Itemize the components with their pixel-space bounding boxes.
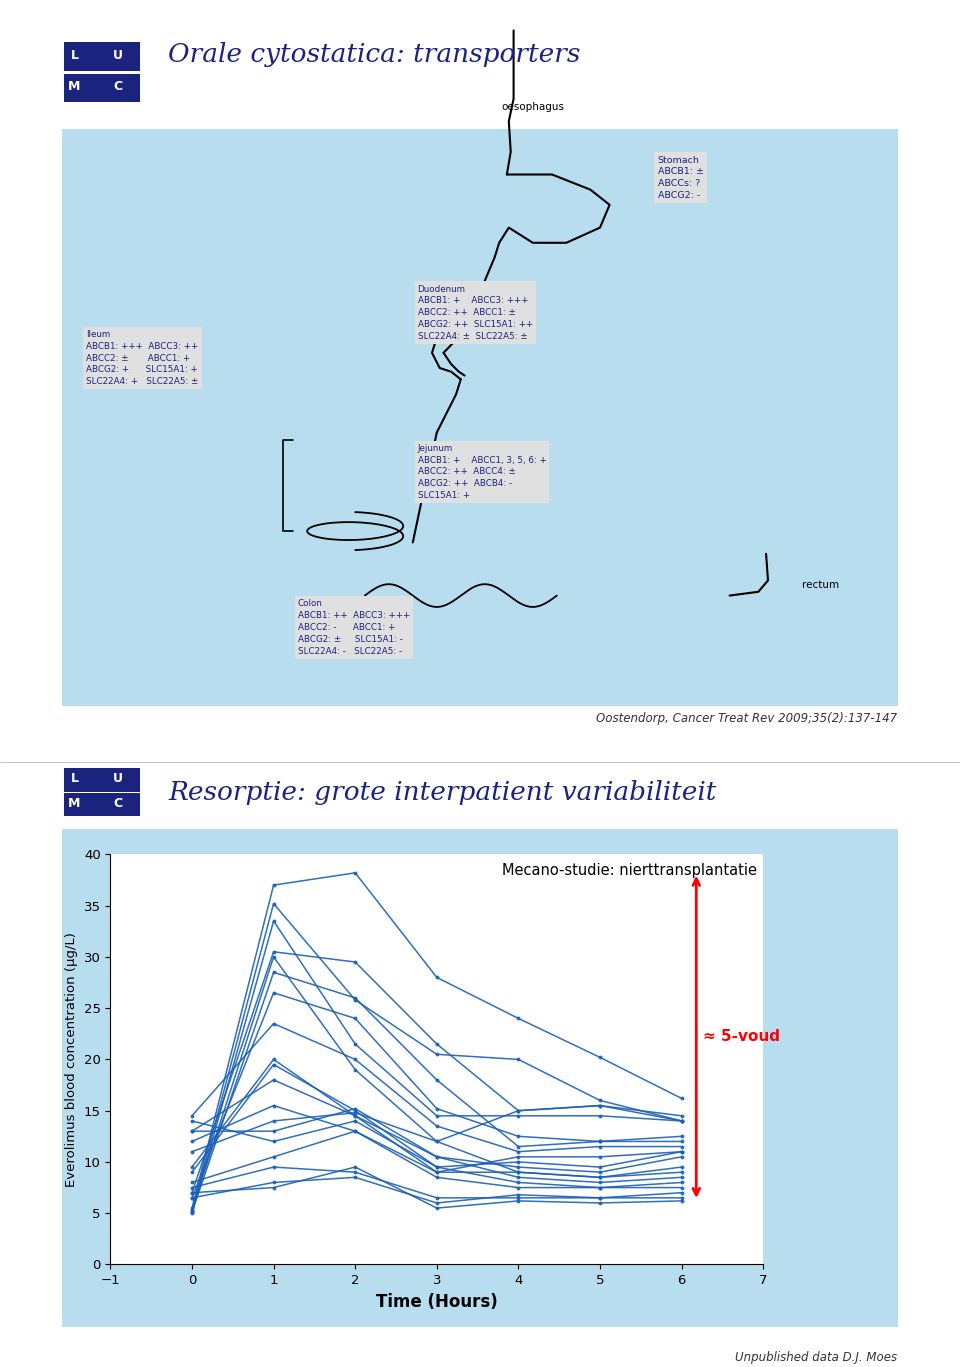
Text: Colon
ABCB1: ++  ABCC3: +++
ABCC2: -      ABCC1: +
ABCG2: ±     SLC15A1: -
SLC22: Colon ABCB1: ++ ABCC3: +++ ABCC2: - ABCC…	[298, 599, 410, 656]
Text: oesophagus: oesophagus	[501, 103, 564, 112]
Text: C: C	[113, 81, 123, 93]
Text: M: M	[68, 81, 81, 93]
Text: Oostendorp, Cancer Treat Rev 2009;35(2):137-147: Oostendorp, Cancer Treat Rev 2009;35(2):…	[596, 712, 898, 725]
Text: Duodenum
ABCB1: +    ABCC3: +++
ABCC2: ++  ABCC1: ±
ABCG2: ++  SLC15A1: ++
SLC22: Duodenum ABCB1: + ABCC3: +++ ABCC2: ++ A…	[418, 284, 533, 340]
Text: Stomach
ABCB1: ±
ABCCs: ?
ABCG2: -: Stomach ABCB1: ± ABCCs: ? ABCG2: -	[658, 156, 704, 200]
Text: Mecano-studie: nierttransplantatie: Mecano-studie: nierttransplantatie	[502, 863, 756, 878]
Text: M: M	[68, 797, 81, 811]
FancyBboxPatch shape	[64, 42, 140, 71]
Text: Resorptie: grote interpatient variabiliteit: Resorptie: grote interpatient variabilit…	[168, 781, 716, 805]
Text: ≈ 5-voud: ≈ 5-voud	[703, 1029, 780, 1044]
Text: L: L	[70, 49, 79, 62]
Text: rectum: rectum	[802, 581, 839, 591]
Text: C: C	[113, 797, 123, 811]
Text: Orale cytostatica: transporters: Orale cytostatica: transporters	[168, 42, 581, 67]
X-axis label: Time (Hours): Time (Hours)	[376, 1293, 497, 1311]
Text: Ileum
ABCB1: +++  ABCC3: ++
ABCC2: ±       ABCC1: +
ABCG2: +      SLC15A1: +
SLC: Ileum ABCB1: +++ ABCC3: ++ ABCC2: ± ABCC…	[86, 329, 199, 387]
Text: U: U	[113, 772, 123, 785]
Y-axis label: Everolimus blood concentration (μg/L): Everolimus blood concentration (μg/L)	[65, 932, 78, 1187]
Text: Jejunum
ABCB1: +    ABCC1, 3, 5, 6: +
ABCC2: ++  ABCC4: ±
ABCG2: ++  ABCB4: -
SL: Jejunum ABCB1: + ABCC1, 3, 5, 6: + ABCC2…	[418, 444, 546, 500]
Text: U: U	[113, 49, 123, 62]
Bar	[62, 828, 898, 1327]
FancyBboxPatch shape	[64, 768, 140, 791]
Bar	[62, 128, 898, 705]
Text: Unpublished data D.J. Moes: Unpublished data D.J. Moes	[735, 1351, 898, 1364]
FancyBboxPatch shape	[64, 793, 140, 816]
FancyBboxPatch shape	[64, 74, 140, 103]
Text: L: L	[70, 772, 79, 785]
